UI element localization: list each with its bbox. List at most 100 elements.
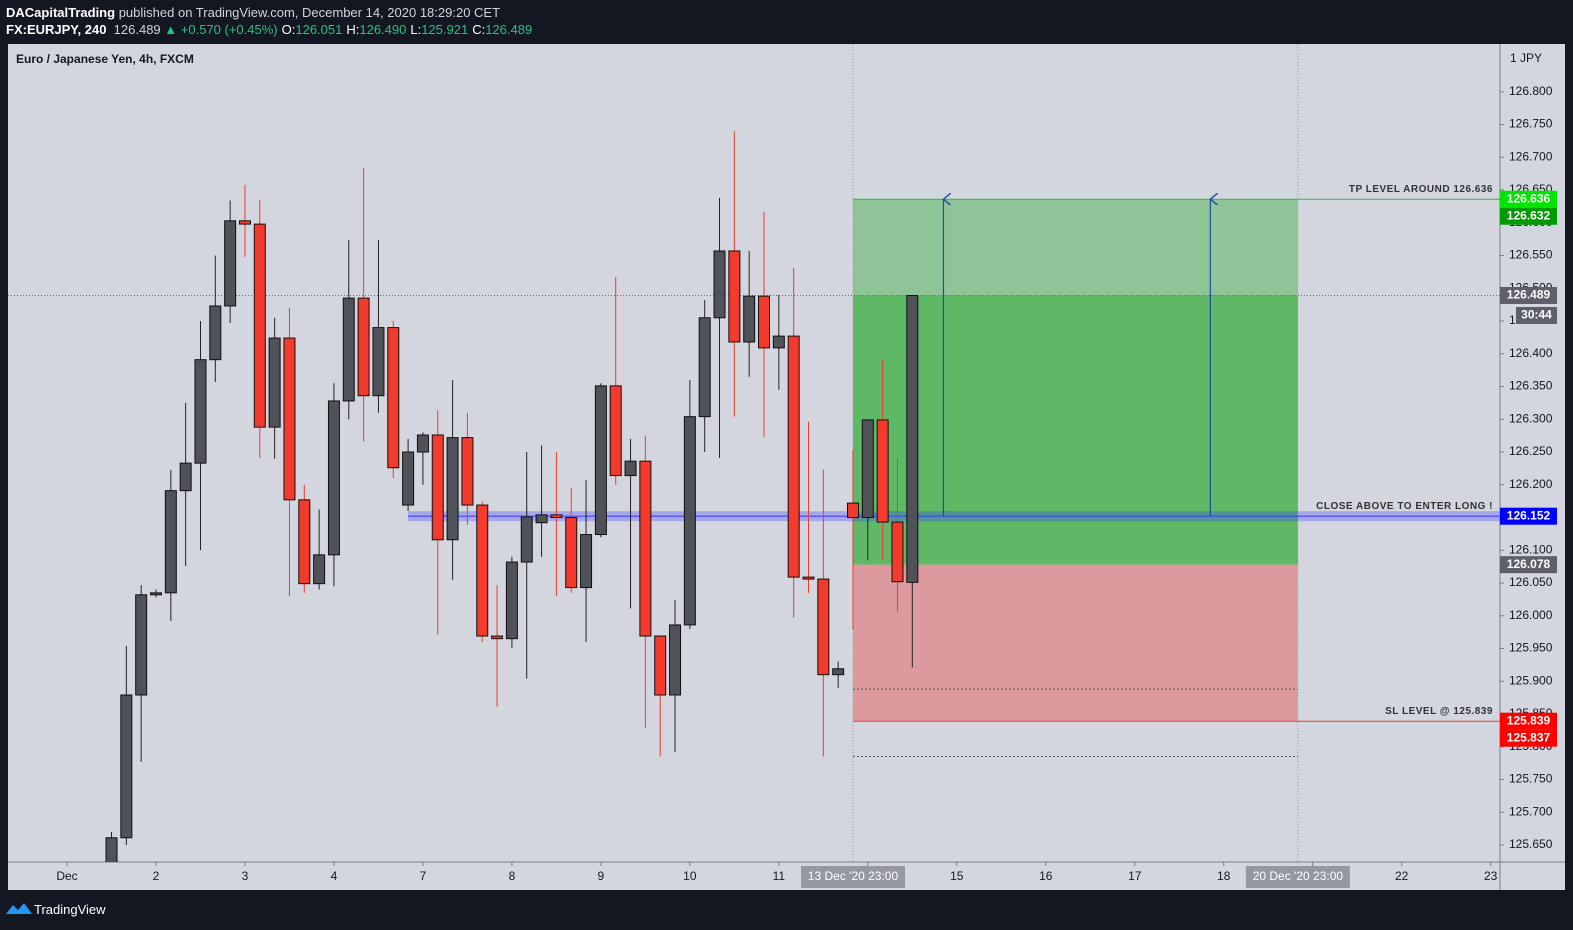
candle-body [149, 592, 162, 596]
symbol: FX:EURJPY, 240 [6, 22, 107, 37]
currency: 1 JPY [1510, 51, 1542, 65]
x-tick-label: 17 [1128, 869, 1142, 883]
y-tick-label: 126.250 [1509, 444, 1553, 458]
annotation: SL LEVEL @ 125.839 [1385, 706, 1493, 717]
time-label: 13 Dec '20 23:00 [808, 869, 899, 883]
x-tick-label: 18 [1217, 869, 1231, 883]
y-tick-label: 126.300 [1509, 411, 1553, 425]
price-label: 126.078 [1507, 557, 1551, 571]
candle-body [669, 624, 682, 696]
candle-body [817, 578, 830, 676]
y-tick-label: 126.750 [1509, 117, 1553, 131]
candle-body [313, 554, 326, 585]
ohlc-value: 126.489 [485, 22, 533, 37]
x-tick-label: 15 [950, 869, 964, 883]
annotation: CLOSE ABOVE TO ENTER LONG ! [1316, 501, 1493, 512]
candle-body [416, 434, 429, 453]
candle-body [194, 359, 207, 464]
candle-body [105, 837, 118, 862]
candle-body [476, 504, 489, 637]
candle-body [164, 490, 177, 594]
candle-body [446, 437, 459, 541]
y-tick-label: 125.700 [1509, 804, 1553, 818]
y-tick-label: 125.950 [1509, 641, 1553, 655]
y-tick-label: 125.750 [1509, 772, 1553, 786]
candle-body [772, 335, 785, 349]
price: 126.489 [113, 22, 161, 37]
ohlc-key: L: [410, 22, 422, 37]
logo [6, 903, 32, 914]
plot [8, 44, 1500, 862]
header: DACapitalTrading published on TradingVie… [0, 0, 1573, 44]
candle-body [713, 250, 726, 319]
x-tick-label: 16 [1039, 869, 1053, 883]
publish-line: DACapitalTrading published on TradingVie… [6, 5, 500, 20]
price-label-bg [1500, 207, 1557, 225]
brand: TradingView [34, 902, 106, 917]
y-tick-label: 126.100 [1509, 542, 1553, 556]
price-label-bg [1500, 729, 1557, 747]
candle-body [609, 385, 622, 477]
stop-zone [852, 564, 1298, 722]
y-tick-label: 126.800 [1509, 84, 1553, 98]
price-label-bg [1500, 712, 1557, 730]
x-tick-label: 4 [331, 869, 338, 883]
y-tick-label: 126.050 [1509, 575, 1553, 589]
price-label-bg [1500, 556, 1557, 574]
candle-body [654, 635, 667, 696]
price-label: 126.636 [1507, 191, 1551, 205]
candle-body [787, 335, 800, 578]
candle-body [683, 416, 696, 626]
price-label-bg [1500, 507, 1557, 525]
time-label: 20 Dec '20 23:00 [1253, 869, 1344, 883]
candle-body [846, 502, 859, 519]
candle-body [743, 295, 756, 343]
candle-body [209, 305, 222, 361]
candle-body [565, 517, 578, 589]
chart: Euro / Japanese Yen, 4h, FXCM 1 JPY TP L… [0, 44, 1573, 890]
candle-body [906, 294, 919, 583]
chart-title: Euro / Japanese Yen, 4h, FXCM [16, 52, 194, 66]
candle-body [802, 576, 815, 580]
y-tick-label: 125.650 [1509, 837, 1553, 851]
candle-body [594, 385, 607, 536]
candle-body [387, 327, 400, 469]
candle-body [224, 220, 237, 307]
y-tick-label: 126.200 [1509, 477, 1553, 491]
ohlc-value: 126.051 [295, 22, 343, 37]
candle-body [728, 250, 741, 343]
candle-body [758, 295, 771, 349]
candle-body [283, 337, 296, 501]
countdown-bg [1516, 306, 1557, 324]
x-tick-label: 8 [509, 869, 516, 883]
annotation: TP LEVEL AROUND 126.636 [1349, 184, 1493, 195]
ohlc-value: 125.921 [421, 22, 469, 37]
price-label-bg [1500, 286, 1557, 304]
candle-body [253, 223, 266, 428]
candle-body [135, 594, 148, 696]
countdown: 30:44 [1521, 308, 1552, 322]
price-label: 125.837 [1507, 730, 1551, 744]
candle-body [372, 327, 385, 397]
candle-body [639, 460, 652, 637]
candle-body [342, 297, 355, 402]
candle-body [550, 514, 563, 519]
ohlc-key: C: [472, 22, 486, 37]
plot-bg [8, 44, 1565, 890]
y-tick-label: 126.550 [1509, 248, 1553, 262]
candle-body [179, 462, 192, 492]
y-tick-label: 126.000 [1509, 608, 1553, 622]
price-label: 126.632 [1507, 208, 1551, 222]
x-tick-label: 2 [153, 869, 160, 883]
candle-body [120, 694, 133, 839]
x-tick-label: Dec [56, 869, 77, 883]
candle-body [876, 419, 889, 523]
y-tick-label: 125.900 [1509, 673, 1553, 687]
candle-body [357, 297, 370, 397]
y-tick-label: 126.350 [1509, 379, 1553, 393]
candle-body [861, 419, 874, 519]
candle-body [698, 317, 711, 418]
candle-body [580, 534, 593, 589]
x-tick-label: 10 [683, 869, 697, 883]
